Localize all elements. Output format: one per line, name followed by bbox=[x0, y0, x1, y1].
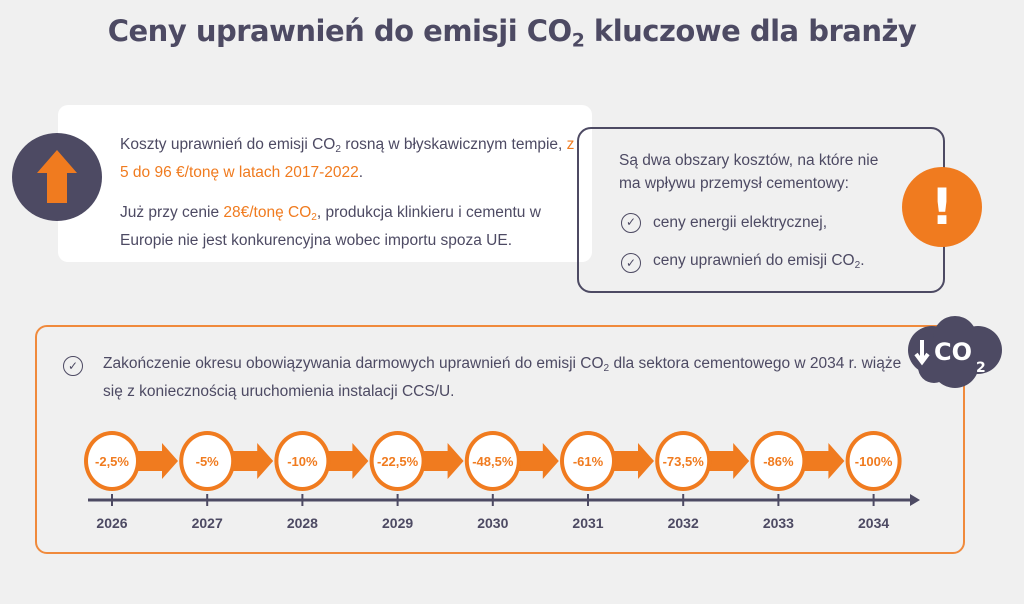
step-value: -86% bbox=[763, 454, 794, 469]
cost-areas-heading: Są dwa obszary kosztów, na które nie ma … bbox=[619, 152, 879, 192]
step-arrow-icon bbox=[802, 443, 845, 479]
step-circle bbox=[88, 435, 136, 487]
year-label: 2030 bbox=[477, 515, 508, 531]
axis-arrowhead bbox=[910, 494, 920, 506]
year-label: 2032 bbox=[668, 515, 699, 531]
step-value: -5% bbox=[196, 454, 220, 469]
year-label: 2034 bbox=[858, 515, 889, 531]
step-value: -61% bbox=[573, 454, 604, 469]
svg-text:2: 2 bbox=[976, 360, 986, 376]
step-circle bbox=[849, 435, 898, 487]
step-value: -100% bbox=[855, 454, 893, 469]
year-label: 2031 bbox=[572, 515, 603, 531]
step-circle bbox=[278, 435, 327, 487]
step-circle bbox=[564, 435, 612, 487]
list-item: ✓ ceny energii elektrycznej, bbox=[621, 211, 827, 234]
step-value: -10% bbox=[287, 454, 318, 469]
year-label: 2028 bbox=[287, 515, 318, 531]
step-arrow-icon bbox=[231, 443, 274, 479]
year-label: 2029 bbox=[382, 515, 413, 531]
step-circle bbox=[373, 435, 422, 487]
timeline-text: Zakończenie okresu obowiązywania darmowy… bbox=[103, 355, 902, 401]
step-circle bbox=[754, 435, 803, 487]
page-title: Ceny uprawnień do emisji CO2 kluczowe dl… bbox=[107, 14, 917, 52]
step-arrow-icon bbox=[136, 443, 178, 479]
step-circle bbox=[468, 435, 517, 487]
step-circle bbox=[183, 435, 232, 487]
check-circle-icon: ✓ bbox=[621, 212, 641, 233]
svg-text:CO: CO bbox=[934, 338, 972, 366]
rising-costs-text: Koszty uprawnień do emisji CO2 rosną w b… bbox=[120, 136, 575, 182]
step-arrow-icon bbox=[707, 443, 750, 479]
step-arrow-icon bbox=[326, 443, 369, 479]
check-circle-icon: ✓ bbox=[621, 253, 641, 273]
step-value: -2,5% bbox=[95, 454, 129, 469]
list-item: ✓ ceny uprawnień do emisji CO2. bbox=[621, 249, 865, 277]
competitiveness-text: Już przy cenie 28€/tonę CO2, produkcja k… bbox=[120, 204, 541, 250]
year-label: 2033 bbox=[763, 515, 794, 531]
arrow-up-icon bbox=[12, 133, 102, 221]
year-label: 2027 bbox=[192, 515, 223, 531]
exclamation-icon: ! bbox=[902, 167, 982, 247]
rising-costs-box: Koszty uprawnień do emisji CO2 rosną w b… bbox=[58, 105, 592, 262]
step-arrow-icon bbox=[516, 443, 559, 479]
step-value: -73,5% bbox=[663, 454, 705, 469]
check-circle-icon: ✓ bbox=[63, 356, 83, 376]
step-arrow-icon bbox=[612, 443, 654, 479]
year-label: 2026 bbox=[96, 515, 127, 531]
step-circle bbox=[659, 435, 708, 487]
co2-reduction-cloud-icon: CO 2 bbox=[908, 316, 1002, 388]
step-value: -48,5% bbox=[472, 454, 514, 469]
timeline-box: ✓ Zakończenie okresu obowiązywania darmo… bbox=[35, 325, 965, 554]
step-arrow-icon bbox=[421, 443, 464, 479]
step-value: -22,5% bbox=[377, 454, 419, 469]
